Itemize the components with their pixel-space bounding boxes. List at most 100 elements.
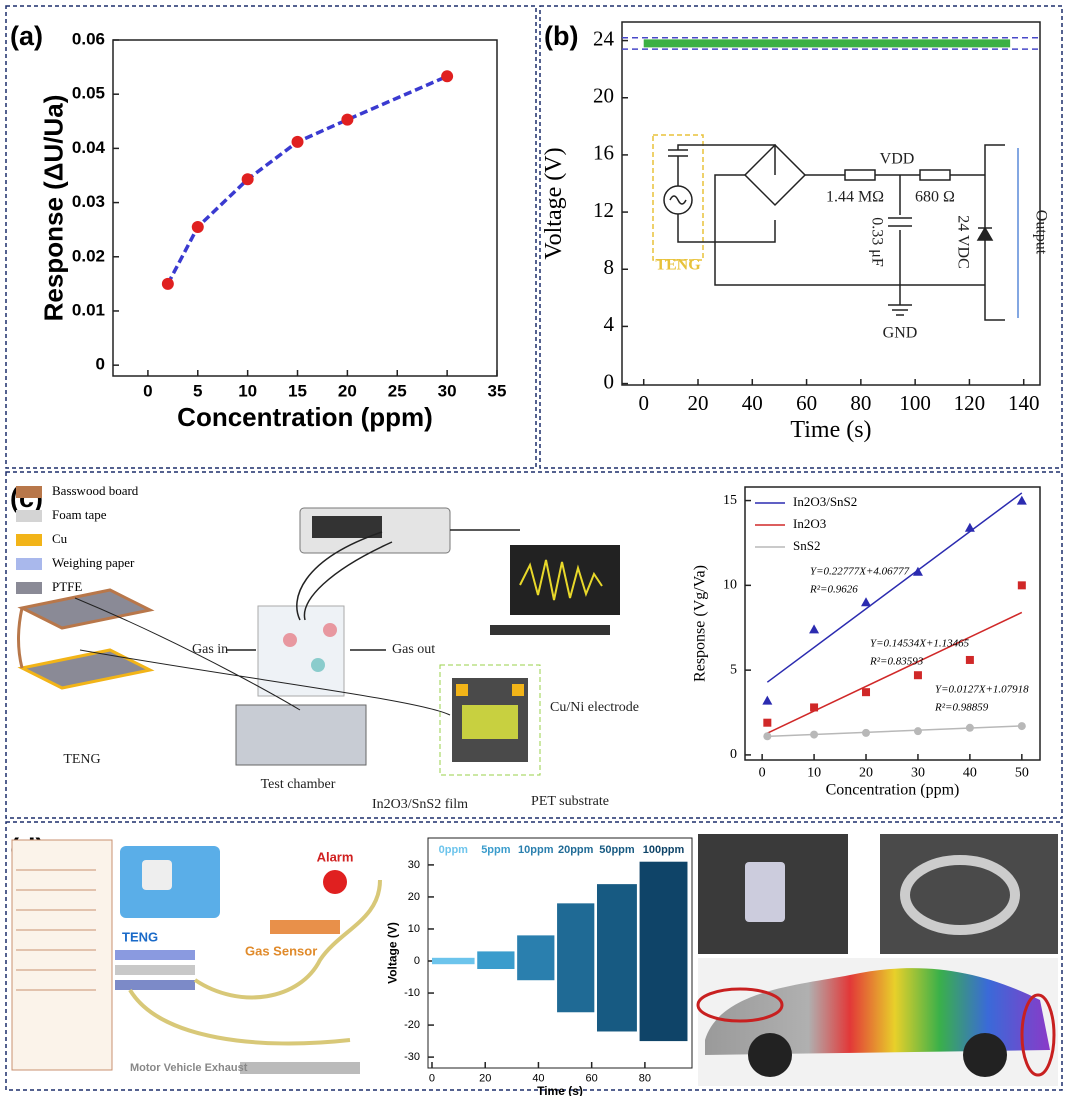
y-tick-label: -20 <box>404 1019 420 1031</box>
segment-label: 100ppm <box>643 844 685 856</box>
data-point <box>1018 722 1026 730</box>
electrode <box>512 684 524 696</box>
teng-plate <box>22 650 150 688</box>
segment-label: 5ppm <box>481 844 511 856</box>
legend-label: Basswood board <box>52 483 139 498</box>
x-tick-label: 35 <box>488 382 507 401</box>
chamber <box>258 606 344 696</box>
x-axis-label: Concentration (ppm) <box>177 402 433 432</box>
molecule <box>323 623 337 637</box>
x-tick-label: 30 <box>438 382 457 401</box>
legend-label: Foam tape <box>52 507 107 522</box>
y-axis-label: Response (ΔU/Ua) <box>39 95 69 322</box>
x-tick-label: 10 <box>807 766 821 781</box>
setup-label: In2O3/SnS2 film <box>372 797 468 812</box>
setup-label: TENG <box>63 752 100 767</box>
resistor <box>920 170 950 180</box>
x-tick-label: 20 <box>688 391 709 415</box>
y-tick-label: 0 <box>604 369 615 393</box>
segment-label: 10ppm <box>518 844 554 856</box>
circuit-label: 680 Ω <box>915 189 955 206</box>
x-tick-label: 60 <box>796 391 817 415</box>
y-tick-label: 5 <box>730 662 737 677</box>
exhaust-arrow <box>240 1062 360 1074</box>
y-tick-label: 20 <box>593 84 614 108</box>
x-tick-label: 0 <box>638 391 649 415</box>
setup <box>19 508 621 775</box>
data-point <box>862 688 870 696</box>
wire <box>668 145 775 242</box>
x-tick-label: 80 <box>850 391 871 415</box>
data-line <box>168 76 447 284</box>
signal-segment <box>597 884 637 1031</box>
x-tick-label: 60 <box>586 1072 598 1084</box>
x-tick-label: 0 <box>759 766 766 781</box>
data-point <box>810 731 818 739</box>
circuit-label: 1.44 MΩ <box>826 189 884 206</box>
circuit-label: GND <box>883 325 918 342</box>
fit-line <box>767 726 1021 737</box>
setup-label: Cu/Ni electrode <box>550 700 639 715</box>
multimeter-display <box>312 516 382 538</box>
circuit-label: 0.33 μF <box>868 217 885 267</box>
y-tick-label: 15 <box>723 493 737 508</box>
page: { "panel_labels": ["(a)", "(b)", "(c)", … <box>0 0 1068 1096</box>
y-tick-label: 0 <box>96 355 105 374</box>
teng-layer <box>115 965 195 975</box>
y-tick-label: 0.01 <box>72 300 105 319</box>
y-tick-label: 0 <box>414 955 420 967</box>
segment-label: 20ppm <box>558 844 594 856</box>
data-point <box>162 278 174 290</box>
alarm <box>323 870 347 894</box>
y-tick-label: 10 <box>408 923 420 935</box>
segment-label: 50ppm <box>599 844 635 856</box>
data-point <box>192 221 204 233</box>
data-point <box>862 729 870 737</box>
device-photo <box>745 862 785 922</box>
keyboard <box>490 625 610 635</box>
teng-hinge <box>19 608 23 668</box>
y-tick-label: 0.02 <box>72 246 105 265</box>
source-wave <box>670 196 686 204</box>
y-tick-label: 0.05 <box>72 84 105 103</box>
setup-label: PET substrate <box>531 794 609 809</box>
y-tick-label: 12 <box>593 198 614 222</box>
data-point <box>1018 581 1026 589</box>
y-tick-label: 30 <box>408 859 420 871</box>
data-point <box>914 727 922 735</box>
figure: (a) (b) (c) (d) TENG VDD 1.44 MΩ 680 Ω 0… <box>0 0 1068 1096</box>
signal-segment <box>557 903 594 1012</box>
legend-swatch <box>16 534 42 546</box>
x-tick-label: 15 <box>288 382 307 401</box>
y-tick-label: 4 <box>604 312 615 336</box>
zener <box>978 228 992 240</box>
legend-swatch <box>16 558 42 570</box>
y-axis-label: Response (Vg/Va) <box>691 565 708 682</box>
data-point <box>1017 496 1027 505</box>
y-tick-label: 0.06 <box>72 29 105 48</box>
legend-label: PTFE <box>52 579 82 594</box>
fit-r2: R²=0.83593 <box>869 656 924 668</box>
data-point <box>242 173 254 185</box>
legend-label: Weighing paper <box>52 555 135 570</box>
x-tick-label: 30 <box>911 766 925 781</box>
x-tick-label: 100 <box>899 391 931 415</box>
circuit-label: Output <box>1032 210 1049 255</box>
chamber-base <box>236 705 366 765</box>
panel-label: (a) <box>10 21 43 51</box>
data-point <box>966 724 974 732</box>
x-tick-label: 140 <box>1008 391 1040 415</box>
gas-sensor <box>270 920 340 934</box>
setup-label: Gas out <box>392 642 435 657</box>
data-point <box>441 70 453 82</box>
x-tick-label: 5 <box>193 382 202 401</box>
setup-label: Test chamber <box>261 777 336 792</box>
fit-r2: R²=0.98859 <box>934 702 989 714</box>
molecule <box>311 658 325 672</box>
signal-segment <box>432 958 475 964</box>
y-tick-label: 0.04 <box>72 138 106 157</box>
teng-layer <box>115 980 195 990</box>
x-tick-label: 10 <box>238 382 257 401</box>
data-point <box>914 671 922 679</box>
x-tick-label: 120 <box>954 391 986 415</box>
